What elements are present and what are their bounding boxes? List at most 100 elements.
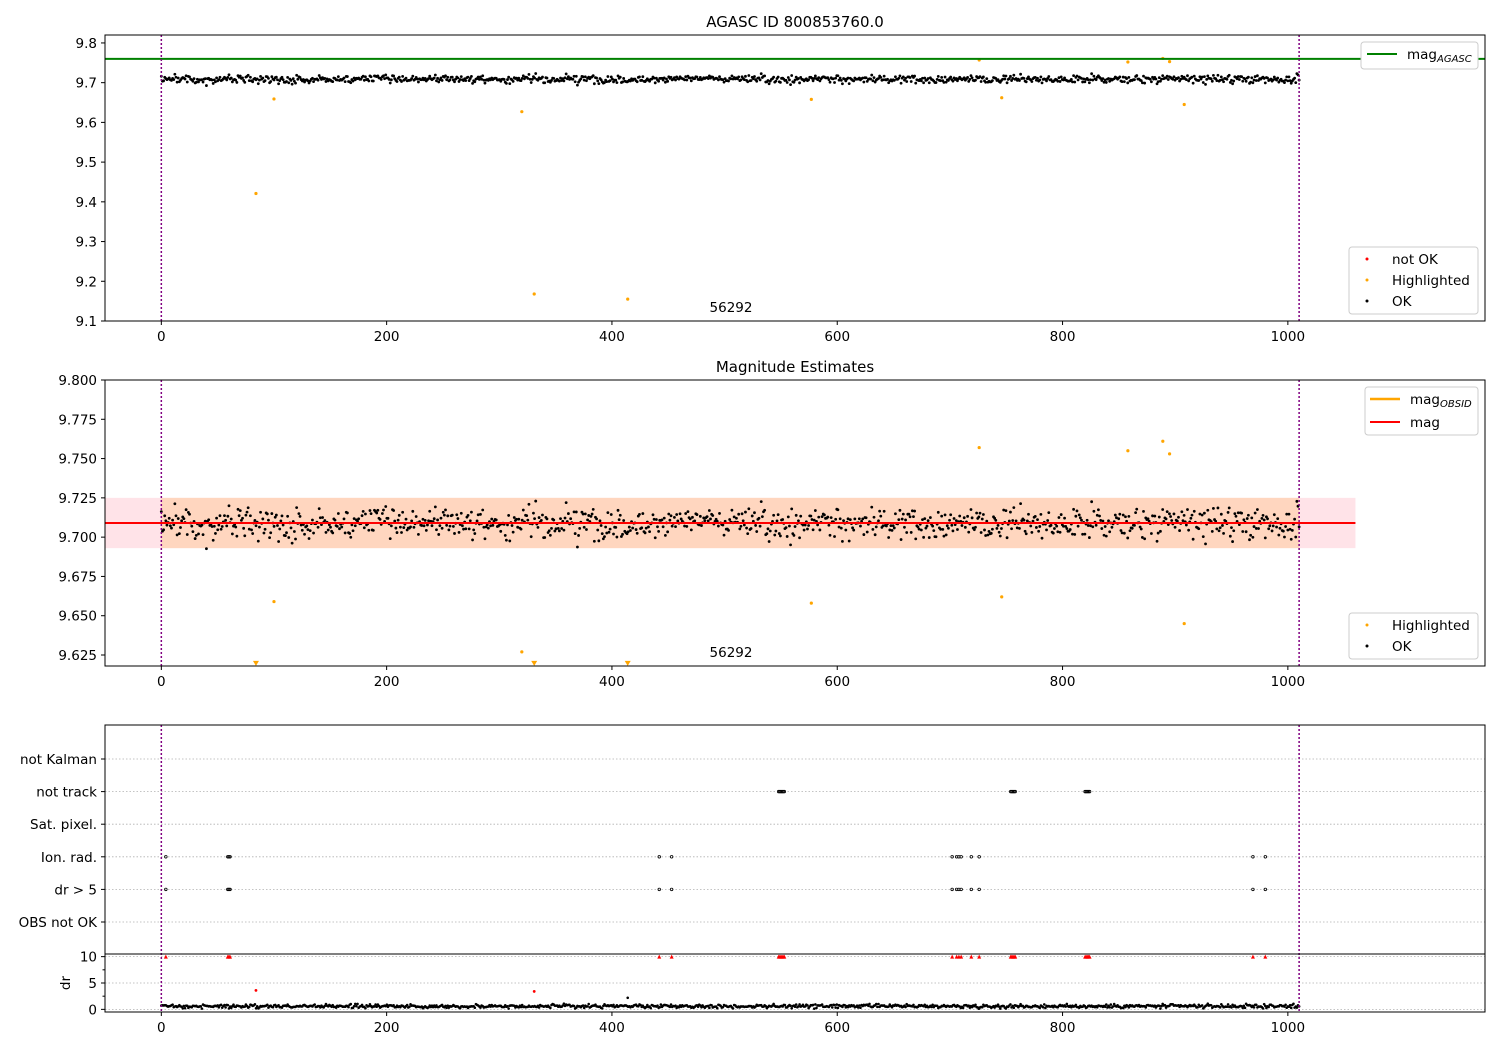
dr-outlier-point <box>254 988 258 992</box>
ok-point <box>1094 523 1098 527</box>
ok-point <box>445 523 449 527</box>
ok-point <box>1190 75 1194 79</box>
panel1-legend-bottom: not OK Highlighted OK <box>1348 246 1479 315</box>
ok-point <box>1248 538 1251 542</box>
ok-point <box>894 512 897 516</box>
ok-point <box>311 76 314 80</box>
ok-point <box>1130 526 1134 530</box>
ok-point <box>638 75 641 79</box>
ok-point <box>312 531 315 535</box>
ok-point <box>409 525 412 529</box>
ok-point <box>389 524 393 528</box>
ok-point <box>1277 533 1281 537</box>
ok-point <box>984 80 988 84</box>
ok-point <box>650 77 654 81</box>
ok-point <box>848 518 852 522</box>
ok-point <box>515 517 518 521</box>
ok-point <box>727 79 730 83</box>
dr-point <box>710 1003 713 1007</box>
ok-point <box>299 523 303 527</box>
ok-point <box>1087 536 1091 539</box>
ok-point <box>1225 77 1229 81</box>
ok-point <box>763 74 767 78</box>
ok-point <box>695 513 699 516</box>
ok-point <box>809 514 813 518</box>
ok-point <box>290 82 294 86</box>
ok-point <box>388 537 392 541</box>
ok-point <box>1288 527 1292 531</box>
dr-point <box>852 1004 856 1007</box>
ok-point <box>1083 532 1087 536</box>
ok-point <box>773 533 777 537</box>
highlighted-point <box>1000 96 1004 100</box>
ok-point <box>742 523 746 527</box>
ok-point <box>688 76 692 80</box>
ok-point <box>441 510 445 514</box>
ok-point <box>1289 81 1293 85</box>
ok-point <box>936 74 940 78</box>
dr-capped-marker <box>959 954 964 959</box>
dr-point <box>368 1003 372 1006</box>
ok-point <box>504 82 508 85</box>
ok-point <box>768 529 772 533</box>
ok-point <box>511 530 515 534</box>
y-tick-label: 9.800 <box>58 373 97 389</box>
ok-point <box>1156 531 1160 535</box>
ok-point <box>837 78 841 82</box>
ok-point <box>827 78 831 82</box>
ok-point <box>1206 508 1210 512</box>
dr-capped-marker <box>950 954 955 959</box>
ok-point <box>1270 529 1274 533</box>
ok-point <box>1051 531 1055 535</box>
dr-point <box>519 1005 523 1009</box>
ok-point <box>278 527 282 531</box>
dr-tick-label: 5 <box>88 976 97 992</box>
ok-point <box>995 526 999 530</box>
ok-point <box>683 524 686 528</box>
ok-point <box>629 79 632 83</box>
ok-point <box>737 512 741 516</box>
panel1-obs-label: 56292 <box>710 300 753 316</box>
ok-point <box>1290 529 1294 532</box>
ok-point <box>170 526 173 530</box>
ok-point <box>432 76 436 80</box>
ok-point <box>940 514 944 518</box>
ok-point <box>729 77 733 81</box>
ok-point <box>1173 525 1177 529</box>
ok-point <box>336 75 340 79</box>
ok-point <box>249 75 252 79</box>
ok-point <box>371 79 375 83</box>
flag-row-label: not track <box>36 785 97 801</box>
ok-point <box>1018 79 1021 82</box>
dr-point <box>834 1006 837 1009</box>
ok-point <box>1103 78 1107 82</box>
dr-point <box>820 1003 824 1006</box>
ok-point <box>706 519 710 523</box>
ok-point <box>364 512 367 516</box>
ok-point <box>335 525 339 528</box>
ok-point <box>1069 77 1073 81</box>
ok-point <box>648 530 651 534</box>
ok-point <box>669 514 673 518</box>
ok-point <box>1087 81 1091 85</box>
ok-point <box>194 80 198 84</box>
flag-point <box>1263 887 1268 892</box>
ok-point <box>193 537 197 540</box>
ok-point <box>746 532 750 535</box>
ok-point <box>709 517 712 521</box>
ok-point <box>597 82 601 85</box>
x-tick-label: 400 <box>599 1020 625 1036</box>
ok-point <box>582 525 586 529</box>
ok-point <box>640 78 644 82</box>
ok-point <box>454 77 458 81</box>
ok-point <box>679 517 683 521</box>
ok-point <box>870 505 874 509</box>
ok-point <box>411 74 415 78</box>
dr-point <box>405 1003 409 1007</box>
ok-point <box>1012 506 1016 510</box>
ok-point <box>754 524 757 527</box>
ok-point <box>737 75 741 79</box>
ok-point <box>885 524 888 528</box>
ok-point <box>1246 513 1250 517</box>
ok-point <box>1222 80 1225 84</box>
